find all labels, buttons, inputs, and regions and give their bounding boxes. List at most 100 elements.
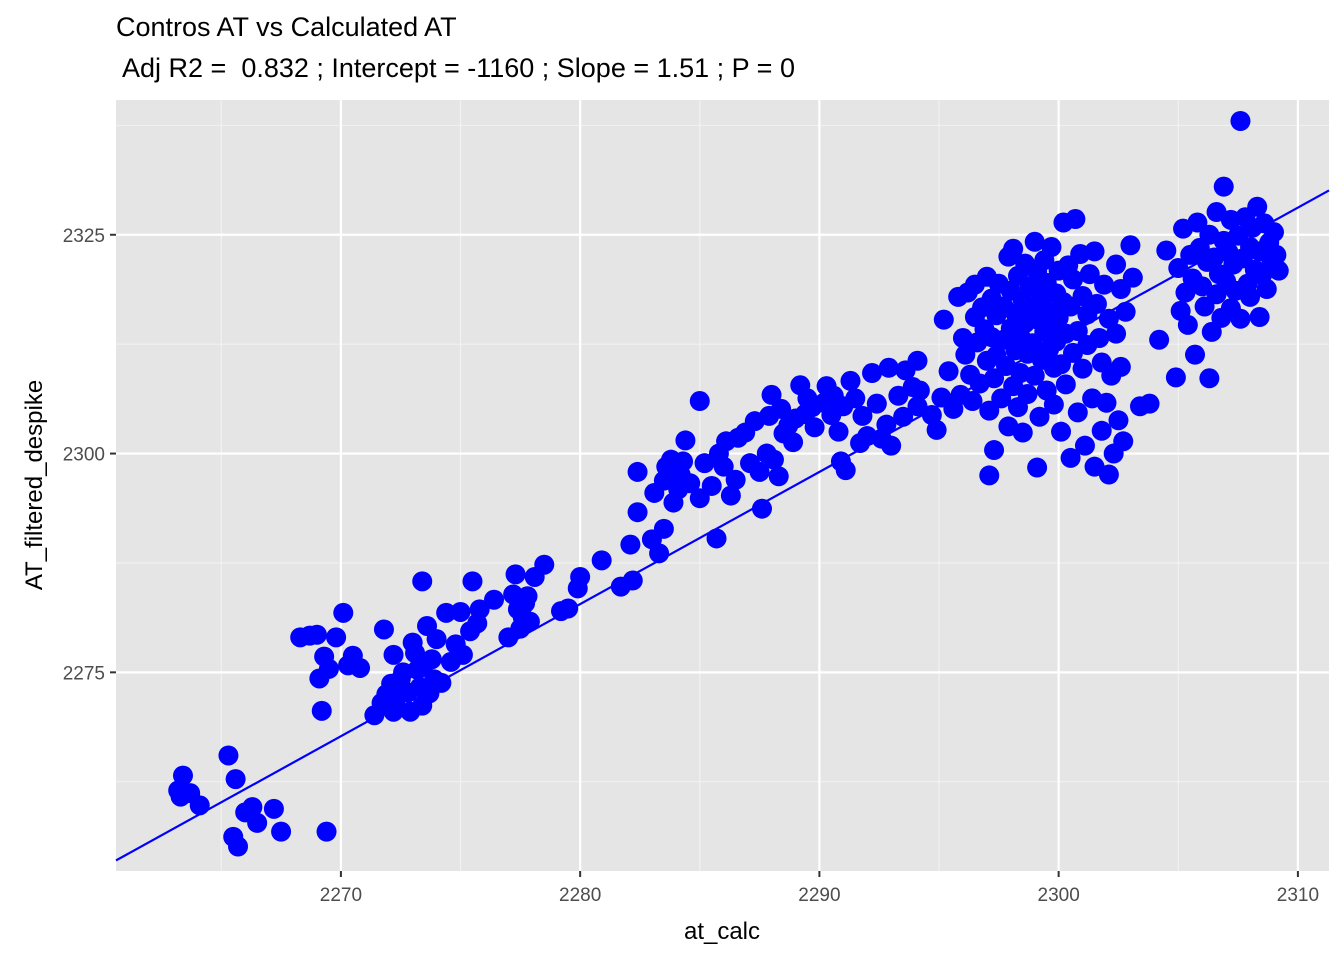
data-point: [1187, 212, 1208, 233]
data-point: [866, 393, 887, 414]
data-point: [689, 391, 710, 412]
data-point: [333, 602, 354, 623]
data-point: [517, 586, 538, 607]
data-point: [1051, 421, 1072, 442]
y-tick-label: 2325: [63, 226, 105, 247]
data-point: [1156, 240, 1177, 261]
data-point: [783, 432, 804, 453]
data-point: [225, 769, 246, 790]
data-point: [318, 658, 339, 679]
data-point: [591, 550, 612, 571]
data-point: [1094, 274, 1115, 295]
data-point: [1089, 328, 1110, 349]
data-point: [1074, 435, 1095, 456]
data-point: [907, 350, 928, 371]
data-point: [1139, 393, 1160, 414]
fit-line-group: [115, 189, 1330, 862]
x-tick-label: 2310: [1277, 885, 1319, 906]
data-point: [979, 465, 1000, 486]
chart-subtitle: Adj R2 = 0.832 ; Intercept = -1160 ; Slo…: [116, 53, 795, 83]
data-point: [840, 370, 861, 391]
data-point: [1263, 222, 1284, 243]
data-point: [1201, 321, 1222, 342]
y-axis-title: AT_filtered_despike: [21, 380, 48, 590]
data-point: [412, 695, 433, 716]
data-point: [1086, 293, 1107, 314]
data-point: [1098, 464, 1119, 485]
fit-line: [115, 189, 1330, 862]
data-point: [1096, 392, 1117, 413]
data-point: [1024, 365, 1045, 386]
data-point: [1213, 176, 1234, 197]
data-point: [979, 400, 1000, 421]
data-point: [247, 812, 268, 833]
data-point: [350, 657, 371, 678]
minor-gridlines: [116, 100, 1329, 871]
data-point: [763, 449, 784, 470]
data-point: [1110, 356, 1131, 377]
data-point: [622, 570, 643, 591]
data-point: [228, 836, 249, 857]
data-point: [172, 765, 193, 786]
data-point: [1065, 209, 1086, 230]
x-tick-label: 2280: [559, 885, 601, 906]
data-point: [1041, 237, 1062, 258]
data-point: [876, 414, 897, 435]
data-point: [828, 421, 849, 442]
data-point: [768, 466, 789, 487]
data-point: [1067, 402, 1088, 423]
data-point: [1106, 323, 1127, 344]
data-point: [1266, 244, 1287, 265]
data-point: [804, 417, 825, 438]
data-point: [749, 461, 770, 482]
data-point: [1043, 394, 1064, 415]
data-point: [1063, 269, 1084, 290]
data-point: [991, 388, 1012, 409]
data-point: [955, 344, 976, 365]
data-point: [421, 649, 442, 670]
data-point: [751, 498, 772, 519]
data-point: [962, 391, 983, 412]
data-point: [627, 461, 648, 482]
data-point: [627, 502, 648, 523]
data-point: [1230, 111, 1251, 132]
data-point: [713, 456, 734, 477]
data-point: [189, 795, 210, 816]
data-point: [1249, 307, 1270, 328]
data-point: [450, 601, 471, 622]
data-point: [720, 485, 741, 506]
data-point: [761, 384, 782, 405]
data-point: [881, 435, 902, 456]
data-point: [426, 629, 447, 650]
data-point: [570, 566, 591, 587]
data-point: [725, 469, 746, 490]
data-point: [1017, 384, 1038, 405]
data-point: [1003, 238, 1024, 259]
data-point: [383, 644, 404, 665]
x-axis-ticks: 2270 2280 2290 2300 2310: [320, 871, 1319, 906]
y-axis-ticks: 2275 2300 2325: [63, 226, 116, 684]
data-point: [534, 554, 555, 575]
data-point: [1024, 231, 1045, 252]
data-point: [1113, 431, 1134, 452]
data-point: [1177, 314, 1198, 335]
data-point: [1027, 457, 1048, 478]
data-point: [620, 534, 641, 555]
data-point: [675, 430, 696, 451]
data-point: [1185, 344, 1206, 365]
data-point: [706, 528, 727, 549]
data-point: [1240, 286, 1261, 307]
data-point: [1256, 279, 1277, 300]
data-point: [1108, 410, 1129, 431]
data-point: [888, 385, 909, 406]
data-point: [1165, 367, 1186, 388]
data-point: [242, 797, 263, 818]
data-point: [878, 357, 899, 378]
data-point: [835, 460, 856, 481]
plot-panel: [116, 100, 1329, 871]
data-point: [436, 602, 457, 623]
data-point: [926, 419, 947, 440]
x-tick-label: 2300: [1038, 885, 1080, 906]
data-point: [1268, 260, 1289, 281]
